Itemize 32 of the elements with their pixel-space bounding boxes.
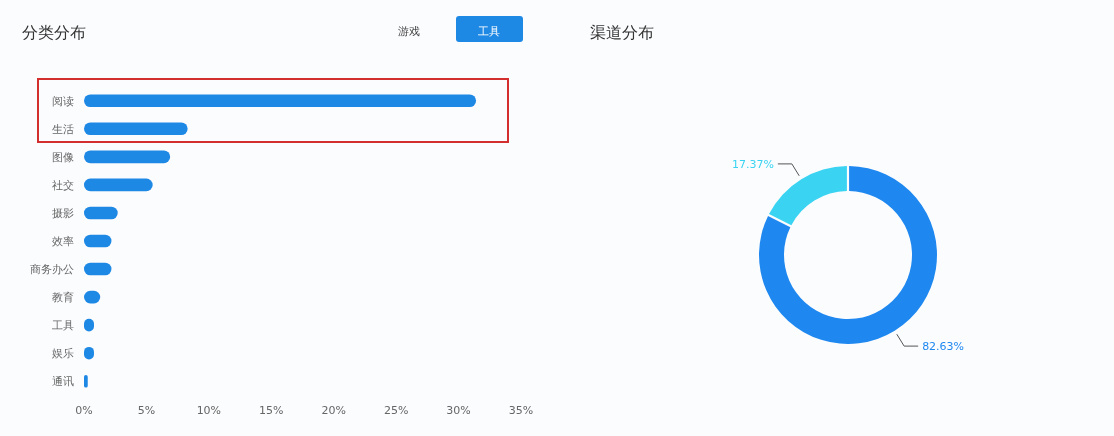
chart-title: 分类分布 [22,23,86,42]
text: 工具 [478,25,500,38]
x-tick-label: 0% [75,404,93,417]
y-tick-label: 教育 [52,291,74,305]
donut-slice [759,166,937,344]
y-tick-label: 效率 [52,235,74,248]
bar [84,178,153,192]
y-tick-label: 图像 [52,150,74,164]
text: 游戏 [398,25,420,38]
y-tick-label: 阅读 [52,94,74,108]
x-tick-label: 25% [383,404,409,417]
y-tick-label: 生活 [52,122,74,136]
data-label: 82.63% [922,340,965,354]
x-tick-label: 20% [321,404,346,417]
x-tick-label: 10% [196,404,222,417]
x-tick-label: 30% [446,404,471,417]
x-tick-label: 5% [137,404,156,417]
x-tick-label: 35% [508,404,534,417]
bar [84,150,171,164]
x-tick-label: 15% [259,404,284,417]
y-tick-label: 娱乐 [52,347,74,361]
y-tick-label: 社交 [52,178,74,192]
donut-slice [769,166,847,226]
bar [84,94,477,108]
data-label: 17.37% [731,157,774,171]
bar [84,122,188,136]
bar [84,374,88,388]
y-tick-label: 工具 [52,319,74,333]
chart-title: 渠道分布 [590,23,654,42]
y-tick-label: 摄影 [52,206,74,220]
y-tick-label: 通讯 [52,375,74,389]
y-tick-label: 商务办公 [30,263,74,277]
